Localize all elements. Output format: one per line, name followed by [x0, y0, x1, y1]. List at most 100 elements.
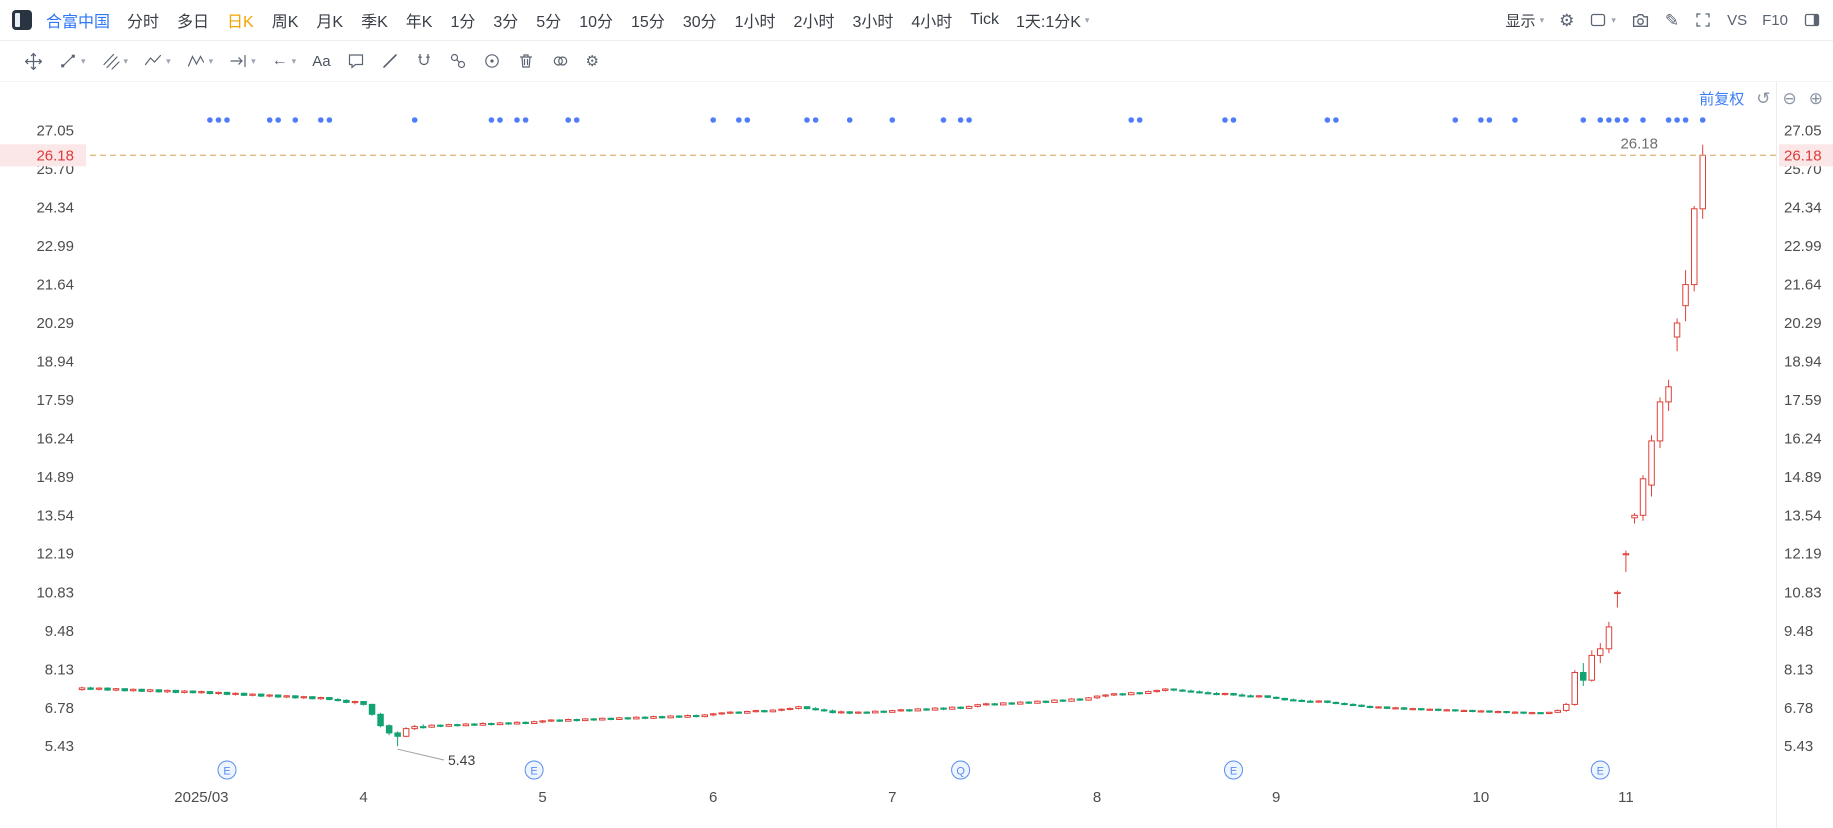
- event-dot-icon[interactable]: [1222, 117, 1228, 123]
- timeframe-季K[interactable]: 季K: [361, 14, 388, 31]
- event-dot-icon[interactable]: [957, 117, 964, 123]
- timeframe-日K[interactable]: 日K: [227, 14, 254, 31]
- timeframe-15分[interactable]: 15分: [631, 14, 665, 31]
- compare-tool[interactable]: [543, 52, 578, 70]
- timeframe-30分[interactable]: 30分: [682, 14, 717, 31]
- event-marker-icon[interactable]: [951, 760, 971, 780]
- delete-tool[interactable]: [509, 52, 543, 70]
- event-dot-icon[interactable]: [846, 117, 853, 123]
- timeframe-1分[interactable]: 1分: [450, 14, 476, 31]
- magnet-tool[interactable]: [407, 52, 441, 70]
- settings-gear-icon[interactable]: ⚙: [1559, 10, 1575, 30]
- event-dot-icon[interactable]: [1597, 117, 1604, 123]
- event-dot-icon[interactable]: [514, 117, 520, 123]
- event-dot-icon[interactable]: [326, 117, 333, 123]
- interval-combo-dropdown[interactable]: 1天:1分K ▾: [1008, 8, 1097, 32]
- undo-draw-tool[interactable]: ← ▾: [264, 53, 305, 69]
- event-dot-icon[interactable]: [1452, 117, 1459, 123]
- event-marker-icon[interactable]: [217, 760, 237, 780]
- event-dot-icon[interactable]: [1699, 117, 1706, 123]
- timeframe-2小时[interactable]: 2小时: [793, 14, 835, 31]
- event-dot-icon[interactable]: [1230, 117, 1237, 123]
- pattern-tool[interactable]: ▾: [179, 52, 222, 70]
- event-dot-icon[interactable]: [812, 117, 819, 123]
- timeframe-1小时[interactable]: 1小时: [734, 14, 776, 31]
- comment-tool[interactable]: [339, 52, 373, 70]
- event-dot-icon[interactable]: [1486, 117, 1493, 123]
- event-dot-icon[interactable]: [1606, 117, 1612, 123]
- zoom-in-icon[interactable]: ⊕: [1808, 89, 1823, 108]
- screenshot-camera-icon[interactable]: [1631, 11, 1650, 30]
- timeframe-月K[interactable]: 月K: [316, 14, 344, 31]
- right-panel-toggle-icon[interactable]: [1803, 11, 1821, 29]
- drawing-settings-tool[interactable]: ⚙: [578, 54, 607, 69]
- event-dot-icon[interactable]: [1512, 117, 1518, 123]
- event-dot-icon[interactable]: [1128, 117, 1134, 123]
- draw-line-tool[interactable]: [373, 52, 407, 70]
- event-dot-icon[interactable]: [1478, 117, 1484, 123]
- timeframe-3小时[interactable]: 3小时: [852, 14, 894, 31]
- layout-box-dropdown[interactable]: ▾: [1589, 11, 1616, 29]
- event-marker-icon[interactable]: [1590, 760, 1610, 780]
- event-dot-icon[interactable]: [1324, 117, 1331, 123]
- event-dot-icon[interactable]: [966, 117, 972, 123]
- event-dot-icon[interactable]: [889, 117, 896, 123]
- event-dot-icon[interactable]: [565, 117, 571, 123]
- event-dot-icon[interactable]: [1333, 117, 1339, 123]
- f10-button[interactable]: F10: [1762, 11, 1788, 29]
- timeframe-分时[interactable]: 分时: [127, 14, 160, 31]
- event-dot-icon[interactable]: [522, 117, 529, 123]
- timeframe-4小时[interactable]: 4小时: [911, 14, 953, 31]
- event-marker-icon[interactable]: [1224, 760, 1243, 780]
- timeframe-周K[interactable]: 周K: [271, 14, 299, 31]
- timeframe-多日[interactable]: 多日: [177, 14, 210, 31]
- timeframe-10分[interactable]: 10分: [579, 14, 614, 31]
- event-dot-icon[interactable]: [573, 117, 580, 123]
- sidebar-toggle-icon[interactable]: [12, 10, 32, 30]
- zoom-out-icon[interactable]: ⊖: [1782, 89, 1797, 108]
- edit-pencil-icon[interactable]: ✎: [1664, 10, 1680, 30]
- event-dot-icon[interactable]: [736, 117, 742, 123]
- event-dot-icon[interactable]: [1682, 117, 1689, 123]
- symbol-name[interactable]: 合富中国: [46, 14, 111, 31]
- event-dot-icon[interactable]: [275, 117, 282, 123]
- display-dropdown[interactable]: 显示 ▾: [1506, 10, 1545, 31]
- marker-dot-tool[interactable]: [475, 52, 509, 70]
- timeframe-年K[interactable]: 年K: [405, 14, 433, 31]
- event-dot-icon[interactable]: [1665, 117, 1672, 123]
- event-dot-icon[interactable]: [488, 117, 495, 123]
- event-dot-icon[interactable]: [266, 117, 273, 123]
- event-dot-icon[interactable]: [497, 117, 503, 123]
- event-dot-icon[interactable]: [411, 117, 418, 123]
- event-dot-icon[interactable]: [710, 117, 716, 123]
- event-dot-icon[interactable]: [1623, 117, 1629, 123]
- event-dot-icon[interactable]: [804, 117, 810, 123]
- measure-tool[interactable]: ▾: [221, 52, 264, 70]
- event-dot-icon[interactable]: [215, 117, 222, 123]
- vs-compare-button[interactable]: VS: [1727, 11, 1748, 29]
- adjustment-toggle[interactable]: 前复权: [1699, 91, 1745, 108]
- reset-view-icon[interactable]: ↺: [1756, 89, 1771, 108]
- event-dot-icon[interactable]: [1674, 117, 1680, 123]
- event-dot-icon[interactable]: [1614, 117, 1621, 123]
- event-dot-icon[interactable]: [318, 117, 324, 123]
- event-dot-icon[interactable]: [940, 117, 947, 123]
- zigzag-tool[interactable]: ▾: [136, 52, 179, 70]
- event-dot-icon[interactable]: [207, 117, 213, 123]
- event-dot-icon[interactable]: [1136, 117, 1143, 123]
- candlestick-chart-canvas[interactable]: 26.1827.0525.7024.3422.9921.6420.2918.94…: [0, 82, 1833, 828]
- text-tool[interactable]: Aa: [312, 52, 331, 70]
- event-dot-icon[interactable]: [1640, 117, 1646, 123]
- link-tool[interactable]: [441, 52, 475, 70]
- event-dot-icon[interactable]: [292, 117, 299, 123]
- pitchfork-tool[interactable]: ▾: [94, 52, 137, 70]
- trendline-tool[interactable]: ▾: [51, 52, 94, 70]
- event-dot-icon[interactable]: [1580, 117, 1587, 123]
- event-dot-icon[interactable]: [744, 117, 751, 123]
- event-marker-icon[interactable]: [524, 760, 544, 780]
- timeframe-Tick[interactable]: Tick: [970, 11, 999, 28]
- timeframe-5分[interactable]: 5分: [536, 14, 562, 31]
- pan-tool[interactable]: [16, 52, 51, 71]
- timeframe-3分[interactable]: 3分: [493, 14, 519, 31]
- event-dot-icon[interactable]: [224, 117, 230, 123]
